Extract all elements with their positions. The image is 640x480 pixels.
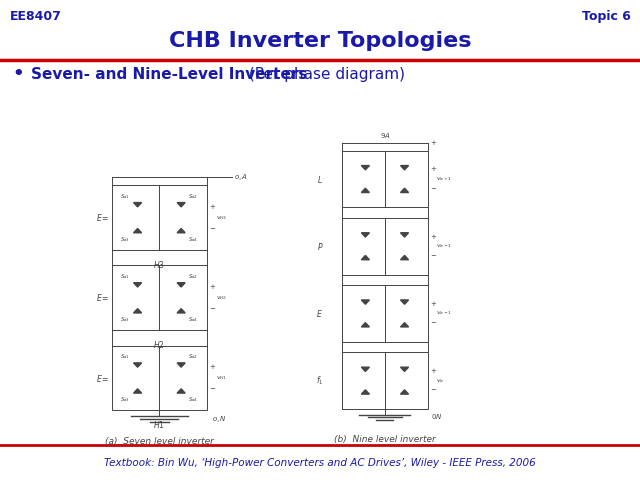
Polygon shape: [401, 166, 408, 170]
Text: Textbook: Bin Wu, ‘High-Power Converters and AC Drives’, Wiley - IEEE Press, 200: Textbook: Bin Wu, ‘High-Power Converters…: [104, 458, 536, 468]
Polygon shape: [134, 309, 141, 313]
Text: $H3$: $H3$: [154, 259, 165, 270]
Polygon shape: [362, 300, 369, 304]
Polygon shape: [177, 283, 185, 287]
Text: +: +: [430, 234, 436, 240]
Text: $S_{a2}$: $S_{a2}$: [189, 192, 198, 201]
Text: $o, A$: $o, A$: [234, 172, 248, 181]
Text: $v_{a-1}$: $v_{a-1}$: [436, 310, 452, 317]
Text: $S_{a3}$: $S_{a3}$: [120, 315, 131, 324]
Polygon shape: [134, 228, 141, 233]
Text: •: •: [13, 65, 24, 84]
Polygon shape: [177, 309, 185, 313]
Polygon shape: [134, 363, 141, 367]
Text: −: −: [430, 320, 436, 326]
Polygon shape: [177, 203, 185, 207]
Text: $E\!=\!$: $E\!=\!$: [96, 372, 109, 384]
Text: +: +: [430, 301, 436, 307]
Text: −: −: [430, 186, 436, 192]
Text: Topic 6: Topic 6: [582, 10, 630, 24]
Text: −: −: [430, 387, 436, 393]
Text: +: +: [209, 364, 215, 370]
Text: $S_{a4}$: $S_{a4}$: [188, 235, 198, 243]
Polygon shape: [362, 323, 369, 327]
Text: $S_{a1}$: $S_{a1}$: [120, 192, 131, 201]
Bar: [112, 185, 207, 250]
Text: $S_{a3}$: $S_{a3}$: [120, 235, 131, 243]
Text: $v_{a+1}$: $v_{a+1}$: [436, 175, 452, 183]
Polygon shape: [362, 390, 369, 394]
Text: (b)  Nine level inverter: (b) Nine level inverter: [334, 435, 436, 444]
Bar: [112, 346, 207, 410]
Text: $E$: $E$: [316, 308, 323, 319]
Text: +: +: [430, 167, 436, 172]
Polygon shape: [134, 203, 141, 207]
Text: Seven- and Nine-Level Inverters: Seven- and Nine-Level Inverters: [31, 67, 307, 82]
Polygon shape: [134, 283, 141, 287]
Text: −: −: [209, 226, 215, 232]
Text: $S_{a2}$: $S_{a2}$: [189, 272, 198, 281]
Text: $E\!=\!$: $E\!=\!$: [96, 212, 109, 223]
Text: EE8407: EE8407: [10, 10, 61, 24]
Polygon shape: [362, 188, 369, 192]
Text: $S_{a3}$: $S_{a3}$: [120, 395, 131, 404]
Polygon shape: [401, 233, 408, 237]
Text: (a)  Seven level inverter: (a) Seven level inverter: [105, 437, 214, 446]
Text: $S_{a1}$: $S_{a1}$: [120, 352, 131, 361]
Text: $S_{a2}$: $S_{a2}$: [189, 352, 198, 361]
Polygon shape: [362, 255, 369, 260]
Text: −: −: [430, 253, 436, 259]
Polygon shape: [362, 233, 369, 237]
Polygon shape: [362, 367, 369, 372]
Polygon shape: [401, 188, 408, 192]
Polygon shape: [177, 228, 185, 233]
Text: $v_{H3}$: $v_{H3}$: [216, 214, 227, 222]
Text: $H2$: $H2$: [154, 339, 165, 350]
Polygon shape: [362, 166, 369, 170]
Text: $L$: $L$: [317, 174, 323, 184]
Text: $v_{a-1}$: $v_{a-1}$: [436, 242, 452, 250]
Polygon shape: [401, 367, 408, 372]
Text: $9A$: $9A$: [380, 131, 390, 140]
Text: +: +: [209, 204, 215, 210]
Text: $S_{a4}$: $S_{a4}$: [188, 315, 198, 324]
Polygon shape: [134, 389, 141, 393]
Text: $S_{a4}$: $S_{a4}$: [188, 395, 198, 404]
Polygon shape: [177, 389, 185, 393]
Text: $S_{a1}$: $S_{a1}$: [120, 272, 131, 281]
Polygon shape: [401, 390, 408, 394]
Text: +: +: [209, 284, 215, 290]
Text: $o, N$: $o, N$: [212, 414, 227, 424]
Bar: [112, 265, 207, 330]
Text: $H1$: $H1$: [154, 419, 165, 430]
Polygon shape: [401, 323, 408, 327]
Polygon shape: [177, 363, 185, 367]
Text: $v_{H1}$: $v_{H1}$: [216, 374, 227, 382]
Bar: [342, 151, 428, 207]
Bar: [342, 285, 428, 342]
Text: $0N$: $0N$: [431, 412, 443, 420]
Text: +: +: [430, 140, 436, 146]
Text: CHB Inverter Topologies: CHB Inverter Topologies: [169, 31, 471, 51]
Text: (Per phase diagram): (Per phase diagram): [244, 67, 406, 82]
Text: −: −: [209, 306, 215, 312]
Text: $P$: $P$: [317, 241, 323, 252]
Text: $f_1$: $f_1$: [316, 374, 323, 387]
Bar: [342, 218, 428, 275]
Bar: [342, 352, 428, 409]
Text: +: +: [430, 368, 436, 374]
Text: $v_a$: $v_a$: [436, 377, 445, 384]
Text: $E\!=\!$: $E\!=\!$: [96, 292, 109, 303]
Text: −: −: [209, 386, 215, 392]
Polygon shape: [401, 300, 408, 304]
Text: $v_{H2}$: $v_{H2}$: [216, 294, 227, 302]
Polygon shape: [401, 255, 408, 260]
